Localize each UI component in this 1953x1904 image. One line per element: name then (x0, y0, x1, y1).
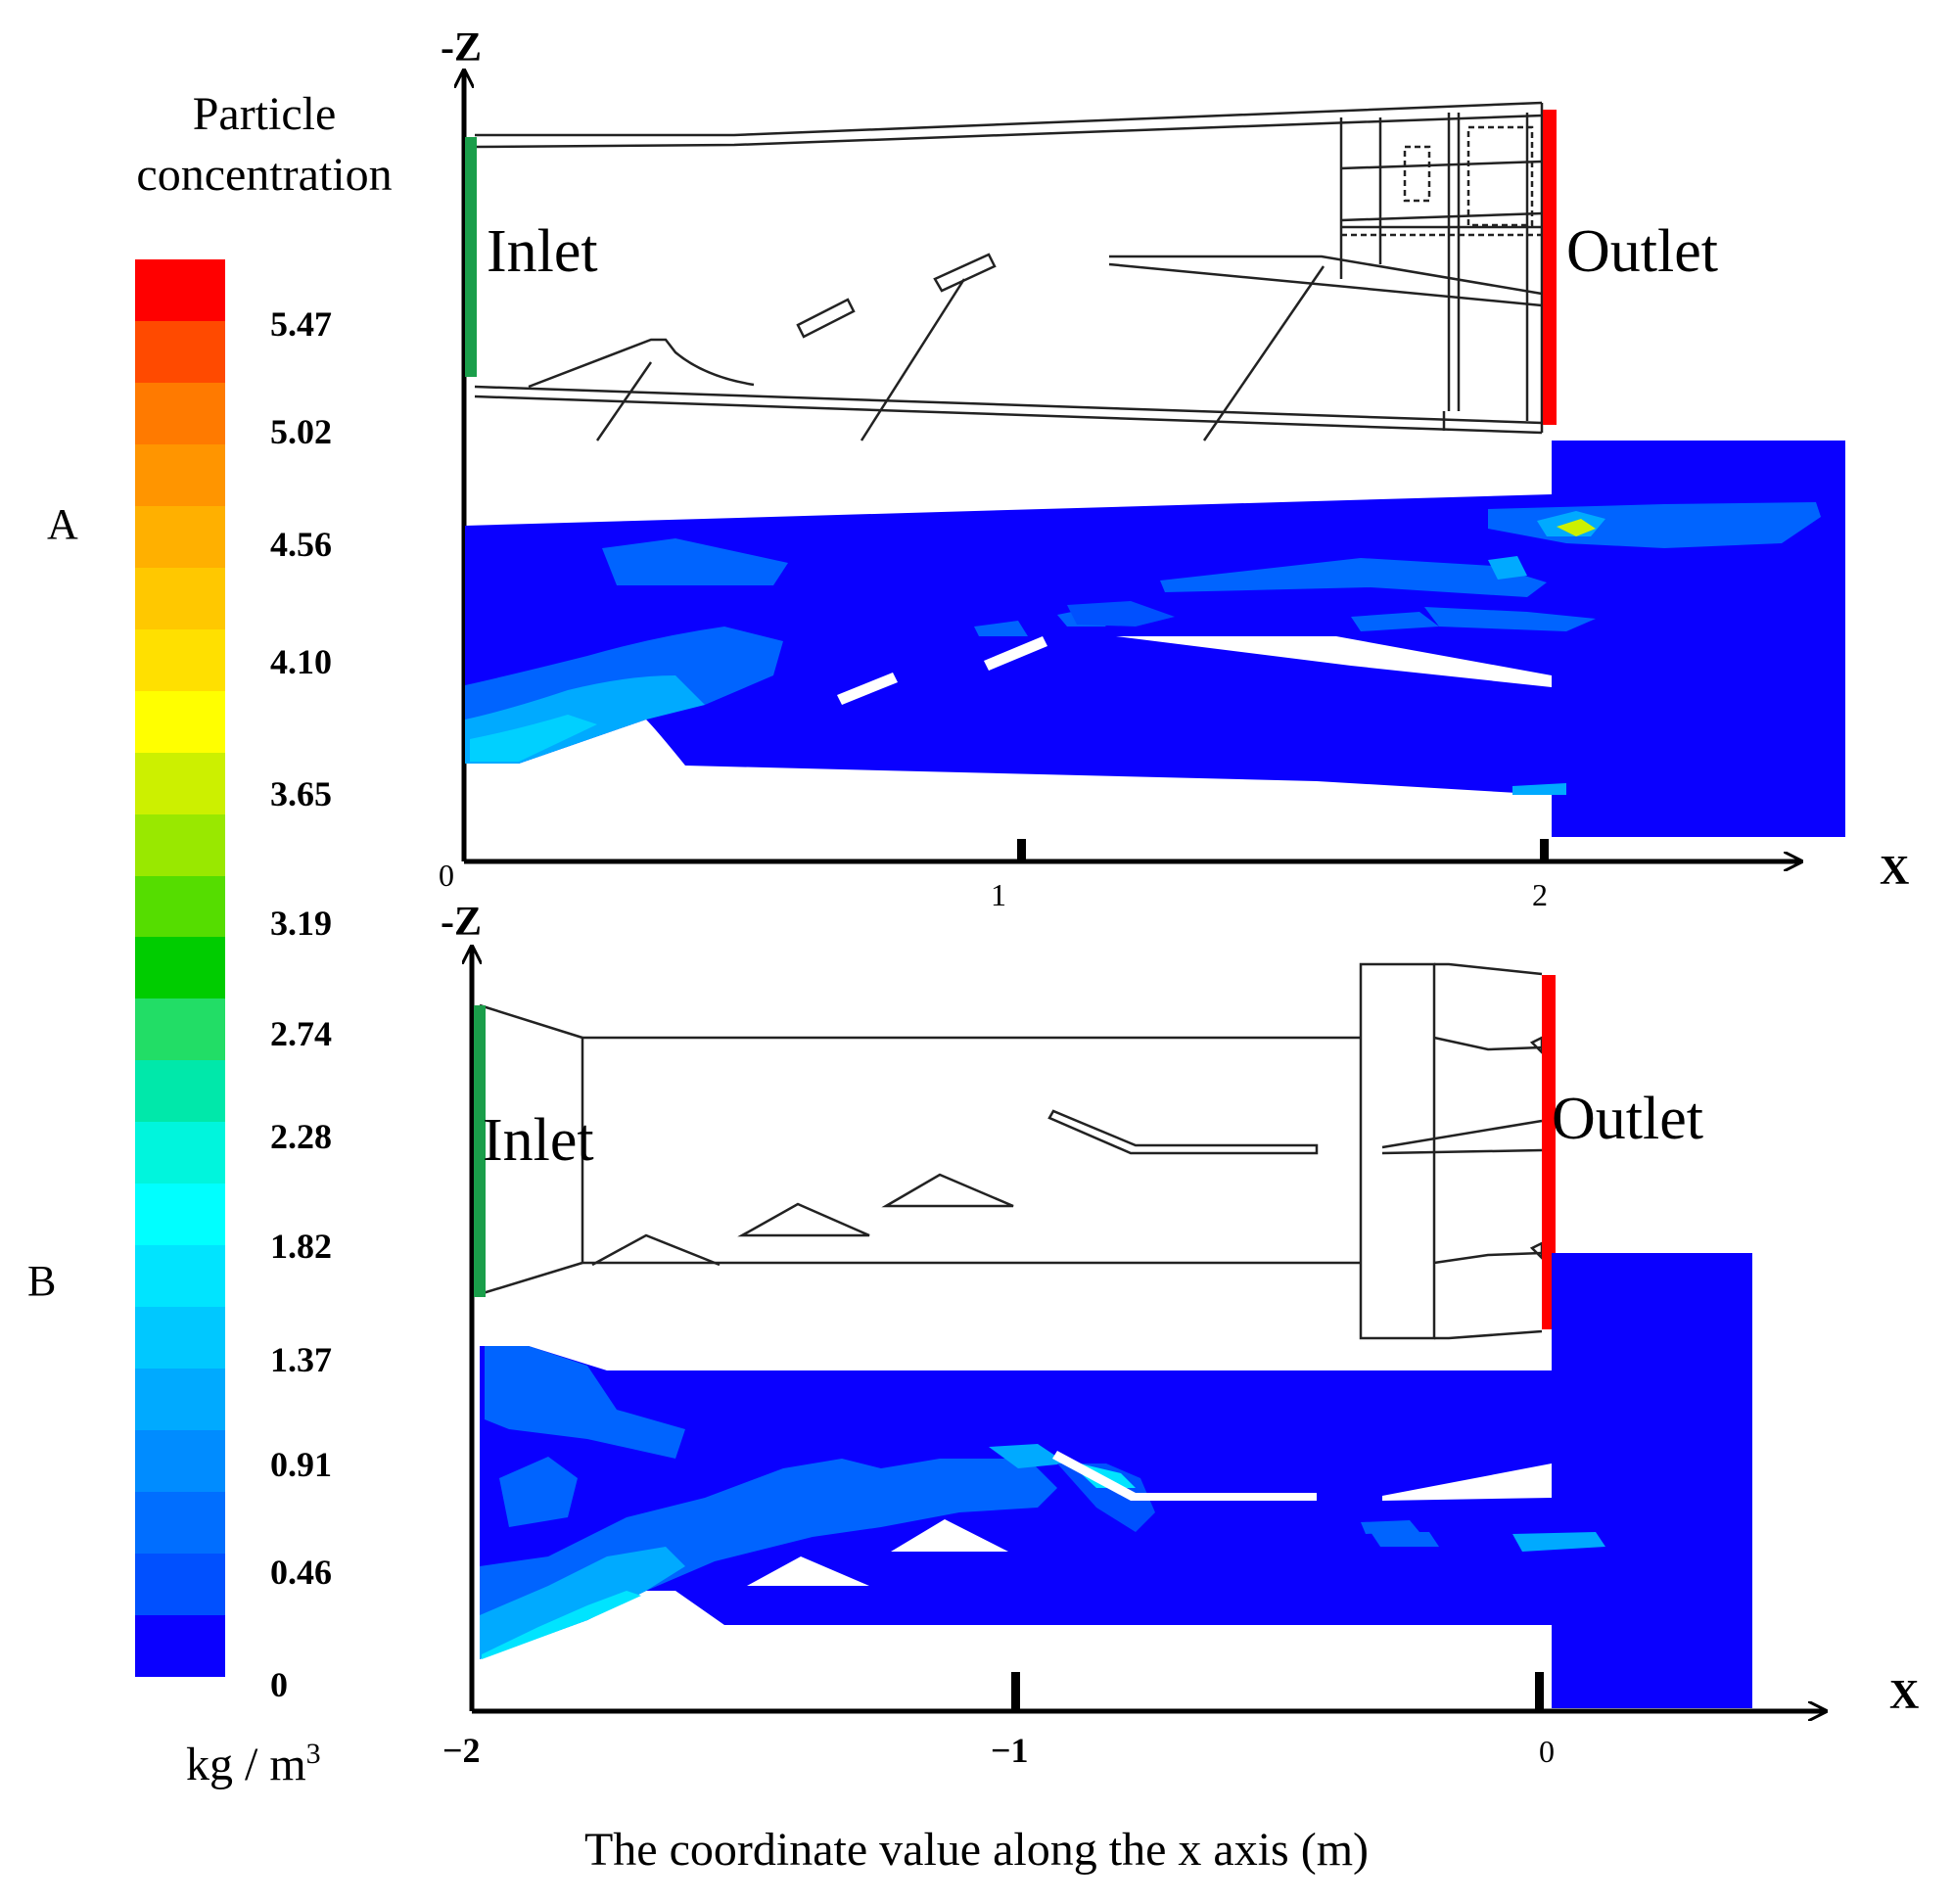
panel-a-tick-label-1: 1 (991, 877, 1006, 912)
panel-b-outlet-boundary (1542, 975, 1556, 1329)
color-bar-band (135, 1060, 225, 1123)
color-bar-band (135, 752, 225, 814)
color-bar-band (135, 1307, 225, 1370)
x-axis-caption: The coordinate value along the x axis (m… (583, 1824, 1370, 1876)
color-bar-band (135, 1554, 225, 1615)
color-bar-tick-label: 5.47 (270, 304, 332, 344)
panel-b-tick-label-minus1: −1 (991, 1731, 1029, 1770)
panel-a-concentration-field (465, 441, 1845, 837)
panel-a-geometry (474, 101, 1544, 441)
panel-a-inlet-label: Inlet (487, 218, 598, 285)
color-bar-tick-label: 2.74 (270, 1014, 332, 1053)
panel-b-x-label: X (1889, 1673, 1919, 1718)
color-bar-band (135, 505, 225, 568)
panel-a-outlet-label: Outlet (1566, 218, 1718, 285)
panel-a-tick-label-0: 0 (439, 858, 454, 893)
color-bar-tick-label: 4.10 (270, 642, 332, 681)
panel-b-tick-label-0: 0 (1539, 1734, 1555, 1769)
color-bar-band (135, 1184, 225, 1246)
panel-a-tick-2 (1540, 839, 1549, 861)
color-bar-band (135, 1492, 225, 1555)
color-bar-band (135, 1614, 225, 1677)
color-bar-band (135, 690, 225, 753)
panel-b-geometry (479, 962, 1544, 1340)
color-bar-tick-label: 1.37 (270, 1340, 332, 1379)
color-bar-tick-label: 4.56 (270, 525, 332, 564)
color-bar-tick-label: 0.91 (270, 1445, 332, 1484)
color-bar-band (135, 1122, 225, 1184)
panel-a-tick-label-2: 2 (1532, 877, 1548, 912)
color-bar (135, 259, 225, 1677)
panel-label-a: A (47, 500, 78, 548)
legend-title: Particle concentration (88, 84, 441, 206)
color-bar-band (135, 813, 225, 876)
color-bar-band (135, 1369, 225, 1431)
panel-a-outlet-boundary (1543, 110, 1557, 425)
legend-unit-sup: 3 (305, 1738, 321, 1770)
legend-title-line1: Particle (192, 88, 337, 140)
panel-b-tick-label-minus2: −2 (442, 1731, 481, 1770)
color-bar-tick-label: 1.82 (270, 1227, 332, 1266)
panel-a: -Z X 0 1 2 (439, 25, 1909, 912)
color-bar-band (135, 320, 225, 383)
panel-b-tick-0 (1535, 1672, 1544, 1711)
color-bar-band (135, 443, 225, 506)
panel-a-tick-1 (1017, 839, 1026, 861)
color-bar-band (135, 937, 225, 999)
panel-b-tick-minus1 (1011, 1672, 1020, 1711)
color-bar-tick-label: 2.28 (270, 1117, 332, 1156)
panel-a-z-label: -Z (441, 25, 482, 70)
color-bar-tick-label: 3.65 (270, 774, 332, 813)
color-bar-tick-label: 5.02 (270, 412, 332, 451)
panel-b-outlet-label: Outlet (1552, 1086, 1703, 1152)
panel-b-inlet-boundary (474, 1005, 486, 1297)
color-bar-band (135, 1245, 225, 1308)
panel-b-inlet-label: Inlet (483, 1107, 594, 1174)
legend-title-line2: concentration (136, 149, 393, 201)
panel-label-b: B (27, 1257, 57, 1305)
legend-unit-text: kg / m (186, 1739, 306, 1790)
color-bar-band (135, 567, 225, 629)
color-bar-tick-label: 0.46 (270, 1553, 332, 1592)
panel-a-inlet-boundary (465, 137, 477, 377)
panel-b-concentration-field (480, 1253, 1752, 1708)
color-bar-tick-label: 0 (270, 1665, 288, 1704)
panel-b-z-label: -Z (441, 900, 482, 945)
color-bar-band (135, 875, 225, 938)
panel-a-x-label: X (1880, 849, 1909, 894)
color-bar-tick-label: 3.19 (270, 904, 332, 943)
legend-unit: kg / m3 (186, 1738, 321, 1791)
color-bar-band (135, 1430, 225, 1493)
panel-b: -Z X −2 −1 0 Inlet Outlet (441, 900, 1919, 1770)
color-bar-band (135, 382, 225, 444)
color-bar-band (135, 628, 225, 691)
color-bar-band (135, 998, 225, 1061)
color-bar-band (135, 259, 225, 321)
